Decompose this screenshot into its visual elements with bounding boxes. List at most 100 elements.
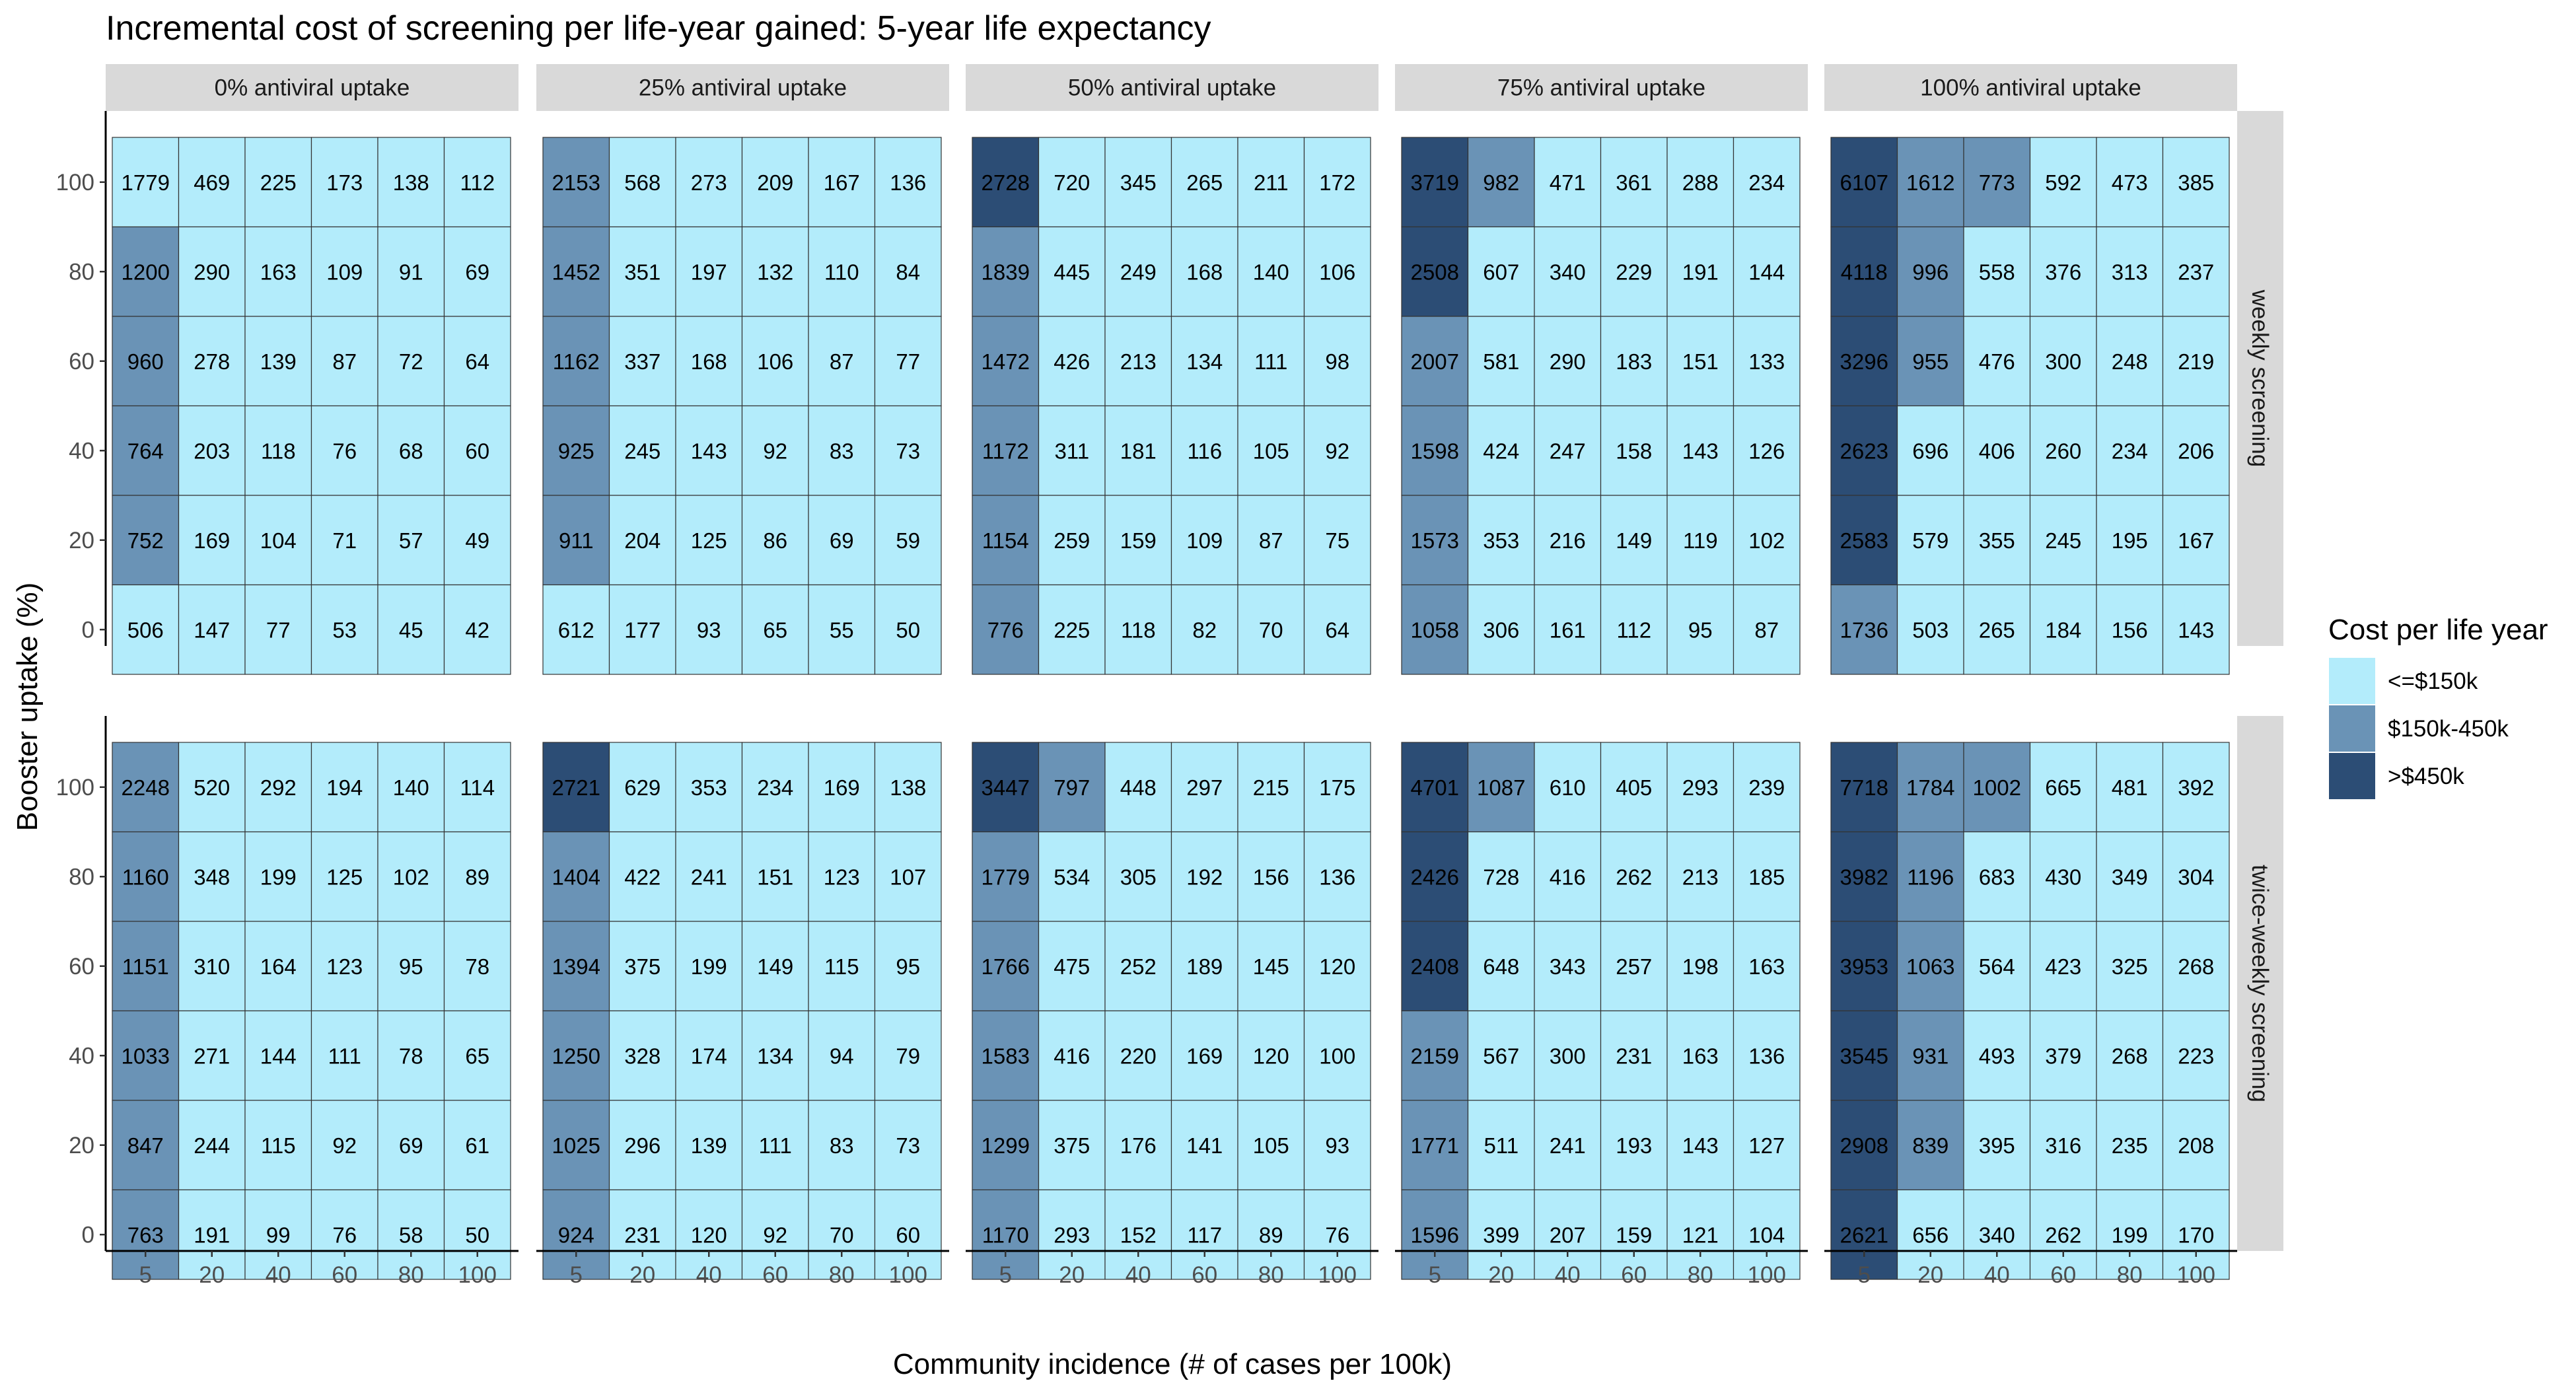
tile-value-label: 763 (127, 1223, 164, 1247)
heat-tile (675, 742, 743, 833)
tile-value-label: 184 (2045, 618, 2081, 642)
heat-tile (112, 1100, 180, 1191)
tile-value-label: 416 (1550, 865, 1586, 889)
panel-0-1: 2153 568 273 209 167 136 1452 351 197 132 110 84 116… (542, 137, 942, 675)
heat-tile (741, 584, 809, 675)
tile-value-label: 149 (1616, 528, 1652, 553)
tile-value-label: 164 (260, 954, 297, 979)
tile-value-label: 579 (1912, 528, 1949, 553)
legend-label: <=$150k (2388, 668, 2478, 694)
heat-tile (2162, 405, 2230, 496)
tile-value-label: 1196 (1907, 865, 1954, 889)
tile-value-label: 89 (1259, 1223, 1283, 1247)
tile-value-label: 143 (1682, 439, 1719, 463)
tile-value-label: 955 (1912, 349, 1949, 374)
tile-value-label: 87 (1259, 528, 1283, 553)
heat-tile (542, 405, 610, 496)
tile-value-label: 1472 (982, 349, 1030, 374)
panel-1-2: 3447 797 448 297 215 175 1779 534 305 192 156 136 17… (972, 742, 1371, 1280)
tile-value-label: 290 (1550, 349, 1586, 374)
heat-tile (1467, 405, 1535, 496)
tile-value-label: 189 (1186, 954, 1223, 979)
tile-value-label: 60 (896, 1223, 920, 1247)
heat-tile (1104, 495, 1172, 586)
tile-value-label: 78 (465, 954, 489, 979)
tile-value-label: 911 (559, 528, 594, 553)
tile-value-label: 3447 (982, 775, 1030, 800)
x-tick-label: 60 (332, 1262, 357, 1288)
tile-value-label: 95 (399, 954, 423, 979)
tile-value-label: 423 (2045, 954, 2081, 979)
tile-value-label: 1404 (552, 865, 600, 889)
tile-value-label: 2007 (1411, 349, 1459, 374)
tile-value-label: 2508 (1411, 260, 1459, 284)
heat-tile (2096, 137, 2164, 228)
tile-value-label: 112 (1616, 618, 1651, 642)
heat-tile (1963, 831, 2031, 922)
y-tick-label: 0 (82, 1222, 94, 1248)
tile-value-label: 567 (1483, 1044, 1519, 1068)
heat-tile (1038, 137, 1106, 228)
tile-value-label: 102 (393, 865, 429, 889)
heat-tile (2029, 1010, 2097, 1101)
tile-value-label: 2153 (552, 170, 600, 195)
tile-value-label: 95 (896, 954, 920, 979)
tile-value-label: 481 (2112, 775, 2148, 800)
facet-strip-top (1395, 64, 1808, 111)
heat-tile (2096, 1010, 2164, 1101)
facet-strips: 0% antiviral uptake 25% antiviral uptake 5… (106, 64, 2283, 1251)
tile-value-label: 610 (1550, 775, 1586, 800)
heat-tile (1303, 137, 1371, 228)
heat-tile (310, 921, 378, 1012)
tile-value-label: 2248 (122, 775, 170, 800)
heat-tile (310, 316, 378, 407)
tile-value-label: 127 (1748, 1133, 1785, 1158)
tile-value-label: 234 (2112, 439, 2148, 463)
heat-tile (2162, 226, 2230, 317)
tile-value-label: 195 (2112, 528, 2148, 553)
heat-tile (1303, 1100, 1371, 1191)
heat-tile (1830, 226, 1898, 317)
heat-tile (1303, 405, 1371, 496)
tile-value-label: 203 (194, 439, 230, 463)
y-tick-label: 80 (69, 259, 94, 285)
tile-value-label: 110 (824, 260, 859, 284)
tile-value-label: 138 (890, 775, 926, 800)
heat-tile (178, 742, 246, 833)
tile-value-label: 982 (1483, 170, 1519, 195)
tile-value-label: 925 (558, 439, 594, 463)
tile-value-label: 568 (624, 170, 661, 195)
heat-tile (310, 584, 378, 675)
tile-value-label: 960 (127, 349, 164, 374)
x-tick-label: 5 (999, 1262, 1012, 1288)
heat-tile (1733, 831, 1801, 922)
heat-tile (1830, 1189, 1898, 1280)
heat-tile (2029, 1100, 2097, 1191)
tile-value-label: 399 (1483, 1223, 1519, 1247)
heat-tile (310, 742, 378, 833)
tile-value-label: 2721 (552, 775, 600, 800)
tile-value-label: 1766 (982, 954, 1030, 979)
tile-value-label: 58 (399, 1223, 423, 1247)
tile-value-label: 144 (1748, 260, 1785, 284)
tile-value-label: 215 (1253, 775, 1289, 800)
tile-value-label: 416 (1054, 1044, 1090, 1068)
heat-tile (178, 226, 246, 317)
tile-value-label: 2159 (1411, 1044, 1459, 1068)
tile-value-label: 77 (896, 349, 920, 374)
heat-tile (310, 405, 378, 496)
tile-value-label: 252 (1120, 954, 1157, 979)
tile-value-label: 361 (1616, 170, 1652, 195)
tile-value-label: 57 (399, 528, 423, 553)
panel-0-3: 3719 982 471 361 288 234 2508 607 340 229 191 144 20… (1401, 137, 1801, 675)
heat-tile (443, 1100, 511, 1191)
tile-value-label: 493 (1979, 1044, 2015, 1068)
tile-value-label: 92 (763, 439, 787, 463)
heat-tile (1963, 1189, 2031, 1280)
heat-tile (808, 1100, 876, 1191)
x-tick-label: 80 (829, 1262, 855, 1288)
tile-value-label: 288 (1682, 170, 1719, 195)
tile-value-label: 139 (260, 349, 297, 374)
heat-tile (1237, 226, 1305, 317)
tile-value-label: 1151 (122, 954, 169, 979)
